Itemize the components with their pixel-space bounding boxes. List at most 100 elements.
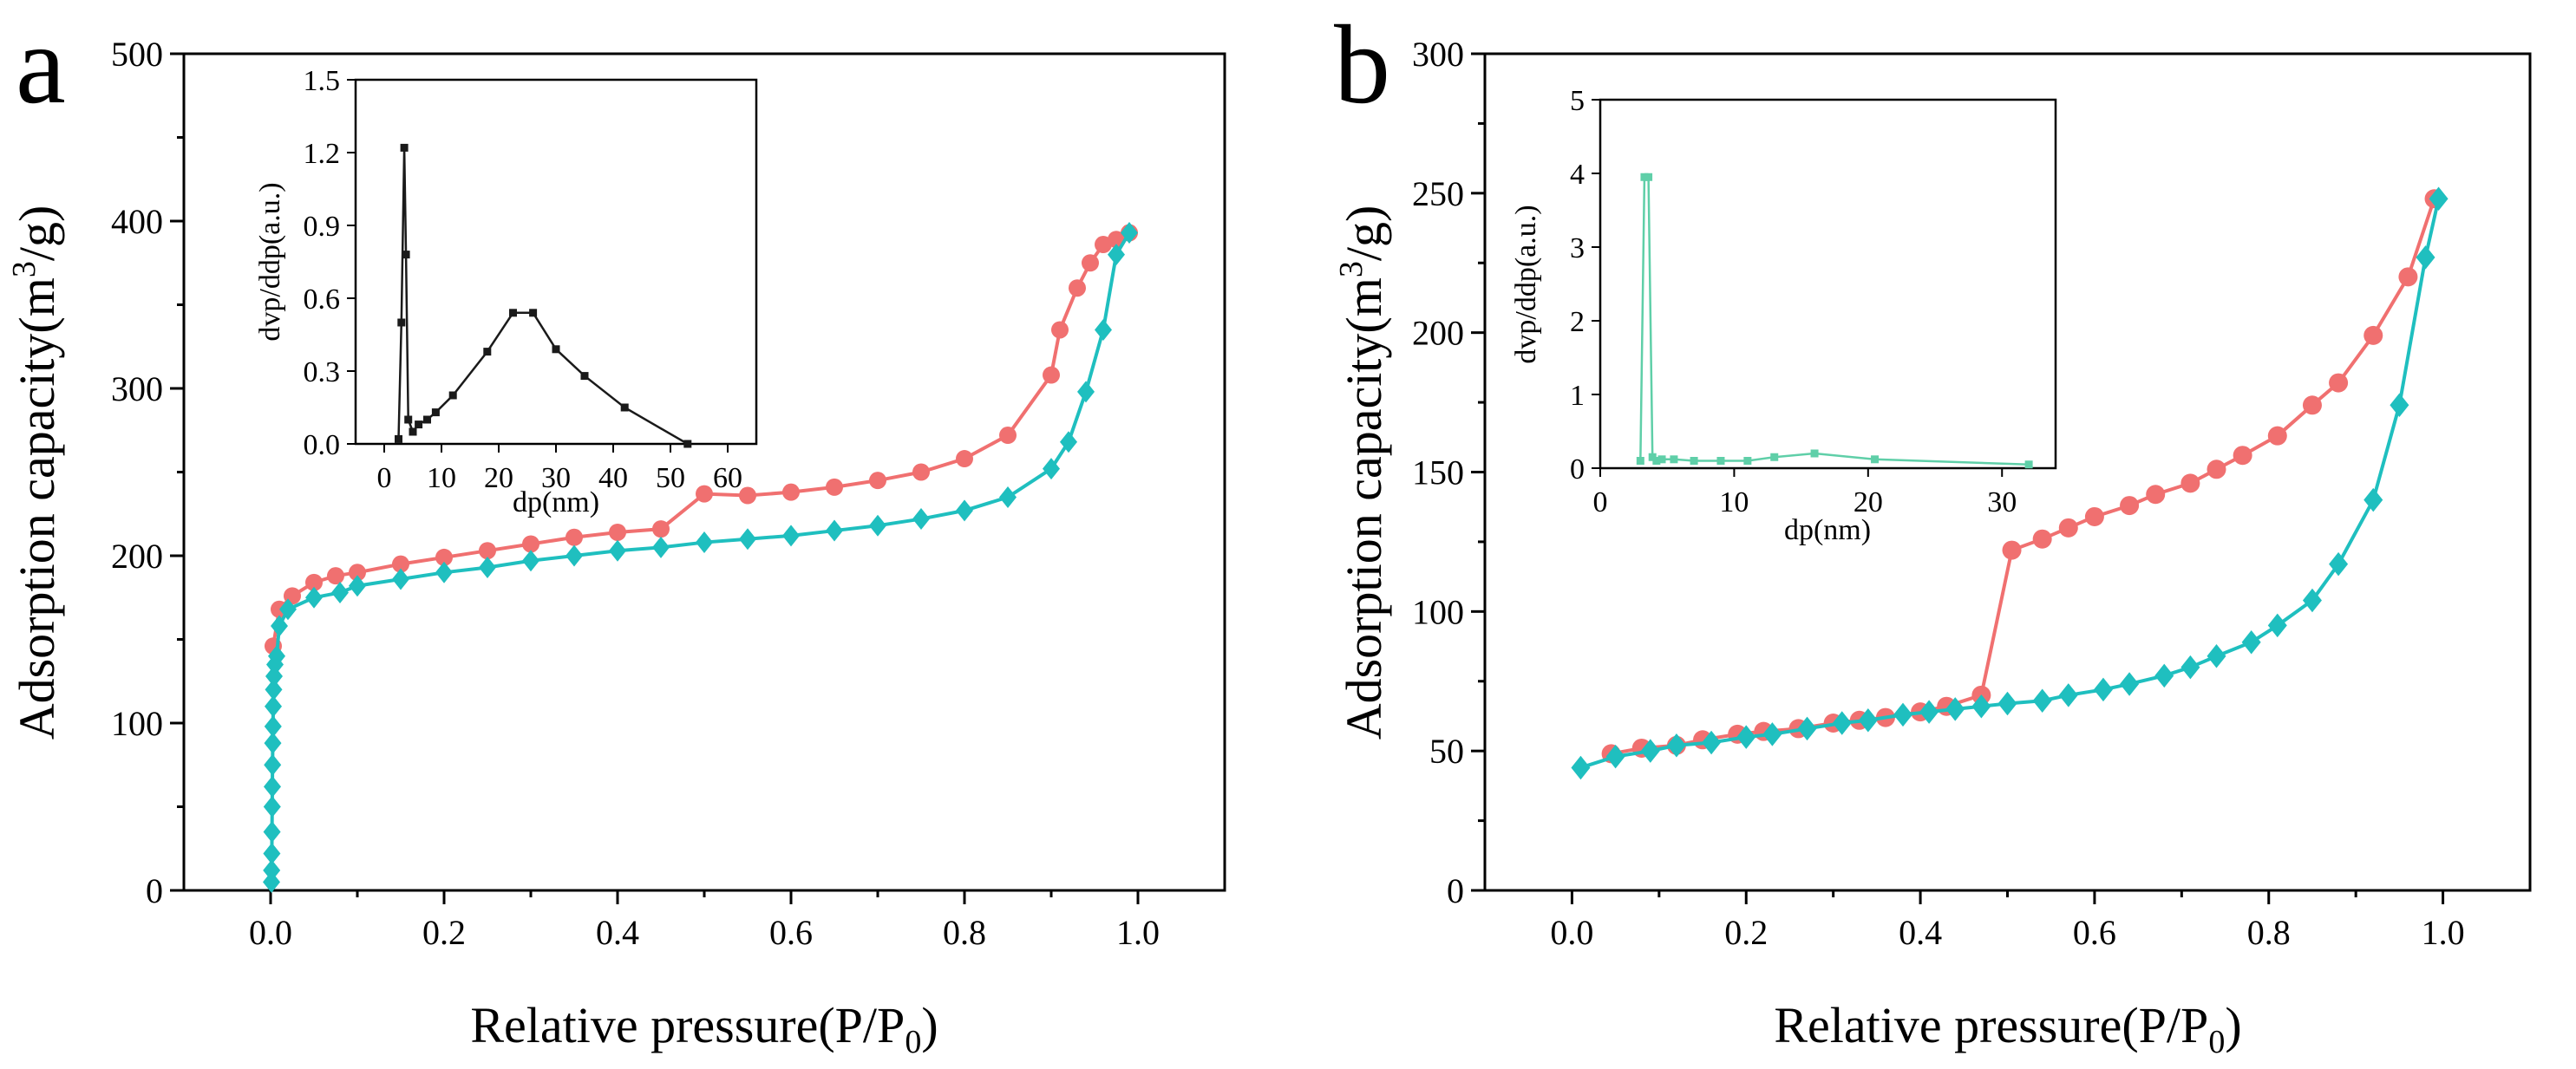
panel-b-inset-point	[1871, 455, 1880, 464]
panel-b-adsorption-point	[2329, 551, 2349, 577]
panel-b-adsorption-point	[1797, 716, 1817, 741]
panel-a-adsorption-point	[1108, 244, 1125, 266]
panel-a-inset-point	[402, 251, 410, 259]
panel-b-desorption-point	[2146, 485, 2166, 505]
panel-b-inset-x-tick-label: 0	[1593, 486, 1608, 518]
panel-a-desorption-point	[696, 485, 713, 503]
panel-b-desorption-point	[2302, 395, 2322, 415]
panel-a-desorption-point	[912, 463, 930, 481]
panel-a-desorption-point	[435, 548, 453, 566]
panel-b-desorption-point	[2058, 518, 2078, 538]
panel-b-label: b	[1334, 3, 1390, 127]
panel-b-series	[1571, 186, 2449, 780]
panel-a-adsorption-point	[1095, 318, 1112, 341]
panel-b-x-tick-label: 0.4	[1899, 913, 1942, 952]
panel-b-inset-y-tick-label: 2	[1570, 306, 1585, 338]
panel-a-inset-point	[415, 420, 423, 429]
panel-a-desorption-point	[869, 472, 886, 490]
panel-a-desorption-point	[1043, 366, 1060, 384]
panel-a-adsorption-point	[479, 557, 496, 579]
panel-a-adsorption-point	[263, 843, 281, 865]
panel-a-inset-point	[448, 391, 457, 400]
panel-a-x-tick-label: 0.6	[769, 913, 813, 952]
panel-a-inset-x-tick-label: 50	[656, 462, 685, 494]
panel-b-adsorption-point	[1640, 739, 1660, 763]
panel-a-desorption-line	[271, 231, 1130, 647]
panel-a-adsorption-point	[265, 695, 282, 718]
panel-b-adsorption-point	[2302, 588, 2322, 613]
panel-b-y-tick-label: 200	[1412, 314, 1464, 353]
panel-a-adsorption-point	[331, 581, 349, 603]
panel-b-inset-frame	[1599, 98, 2057, 470]
panel-a-inset-y-tick-label: 0.0	[304, 429, 341, 461]
panel-b: b 0.0 0.2 0.4 0.6 0.8 1.0 050100150200250300 …	[1333, 3, 2532, 1060]
panel-b-adsorption-point	[1702, 730, 1722, 755]
panel-a-y-axis-title: Adsorption capacity(m3/g)	[6, 205, 65, 740]
panel-a-inset-point	[423, 415, 431, 424]
panel-a-adsorption-point	[782, 525, 800, 547]
panel-b-x-tick-label: 0.6	[2073, 913, 2116, 952]
panel-b-x-axis-title: Relative pressure(P/P0)	[1774, 997, 2241, 1060]
panel-b-inset-y-tick-label: 0	[1570, 453, 1585, 486]
panel-a-adsorption-point	[264, 732, 282, 754]
panel-a-y-tick-label: 500	[111, 35, 163, 74]
panel-a-inset-point	[483, 348, 492, 356]
panel-b-y-axis-title: Adsorption capacity(m3/g)	[1333, 205, 1392, 740]
panel-b-inset-line	[1639, 176, 2030, 466]
panel-a-y-tick-label: 400	[111, 202, 163, 241]
panel-a-adsorption-point	[912, 508, 930, 531]
panel-a-adsorption-point	[1060, 431, 1077, 453]
panel-a-inset-point	[620, 403, 629, 412]
panel-b-inset-y-tick-label: 4	[1570, 159, 1585, 191]
panel-b-adsorption-point	[1945, 697, 1965, 721]
panel-b-adsorption-point	[2416, 245, 2435, 270]
panel-a-inset-y-tick-label: 0.6	[304, 284, 341, 316]
panel-a-x-tick-label: 0.0	[249, 913, 292, 952]
panel-a-adsorption-point	[263, 859, 281, 882]
panel-b-inset-point	[1743, 457, 1752, 465]
panel-b-inset-point	[1657, 455, 1666, 464]
panel-b-desorption-point	[2180, 473, 2200, 493]
panel-a-desorption-point	[305, 573, 323, 591]
panel-a-x-ticks: 0.0 0.2 0.4 0.6 0.8 1.0	[249, 890, 1160, 952]
panel-b-y-tick-label: 250	[1412, 174, 1464, 213]
panel-b-y-tick-label: 300	[1412, 35, 1464, 74]
panel-a-adsorption-point	[696, 531, 713, 554]
panel-b-desorption-point	[2364, 325, 2383, 345]
panel-b-adsorption-point	[2364, 487, 2383, 512]
panel-a-x-tick-label: 0.4	[596, 913, 639, 952]
panel-a-adsorption-point	[522, 550, 539, 572]
panel-a-inset-x-tick-label: 20	[484, 462, 513, 494]
panel-a-inset-point	[397, 318, 406, 327]
panel-a-adsorption-point	[264, 775, 281, 798]
panel-a-adsorption-point	[268, 645, 285, 668]
panel-b-adsorption-point	[2093, 677, 2113, 702]
panel-a-inset-point	[400, 143, 409, 152]
panel-b-inset-x-tick-label: 20	[1854, 486, 1883, 518]
panel-a-desorption-point	[999, 427, 1017, 445]
panel-a-inset-x-tick-label: 30	[541, 462, 571, 494]
panel-a-adsorption-point	[956, 499, 973, 522]
panel-a-adsorption-point	[263, 796, 281, 818]
panel-b-adsorption-point	[1762, 722, 1782, 746]
panel-a-inset-y-tick-label: 0.9	[304, 211, 341, 243]
panel-a-adsorption-point	[1043, 458, 1060, 480]
panel-b-y-tick-label: 100	[1412, 592, 1464, 631]
panel-a-desorption-point	[1069, 279, 1086, 297]
panel-a-inset-point	[404, 415, 413, 424]
panel-a-x-axis-title: Relative pressure(P/P0)	[470, 997, 938, 1060]
panel-a-y-ticks: 0 100 200 300 400 500	[111, 35, 184, 910]
panel-a-y-tick-label: 300	[111, 369, 163, 408]
panel-b-inset-y-title: dvp/ddp(a.u.)	[1510, 205, 1542, 363]
panel-a-label: a	[16, 3, 66, 127]
panel-b-adsorption-point	[1997, 691, 2017, 716]
panel-a-desorption-point	[392, 555, 409, 573]
panel-b-inset-x-ticks: 0 10 20 30	[1593, 468, 2017, 518]
panel-a-inset-y-ticks: 0.0 0.3 0.6 0.9 1.2 1.5	[304, 65, 356, 461]
panel-a-desorption-point	[327, 567, 344, 585]
panel-a-desorption-point	[652, 520, 670, 538]
panel-a-y-tick-label: 0	[146, 871, 163, 910]
panel-b-inset-point	[1644, 173, 1653, 181]
panel-a-adsorption-point	[609, 539, 626, 562]
panel-b-adsorption-point	[1893, 702, 1912, 727]
